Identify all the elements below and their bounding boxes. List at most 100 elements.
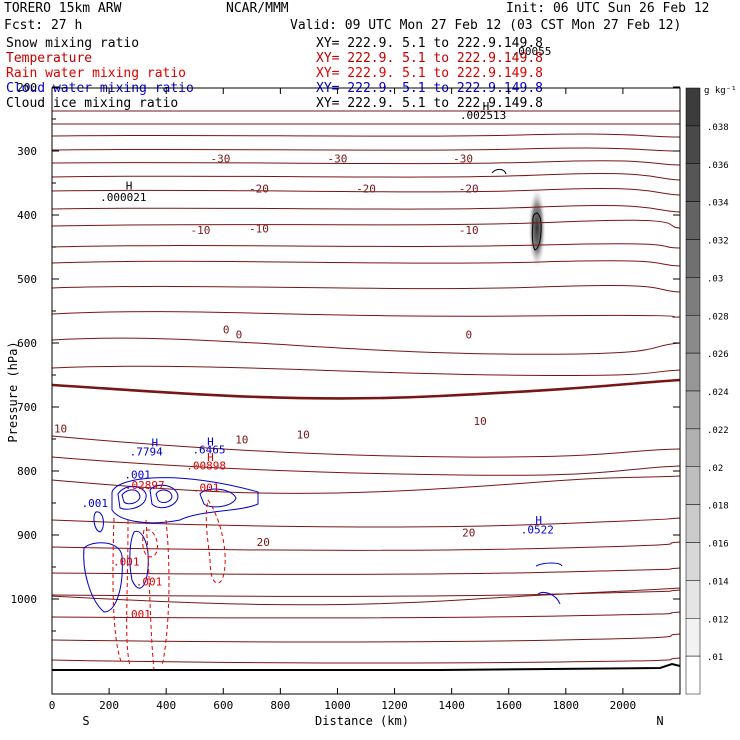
org-label: NCAR/MMM	[226, 1, 289, 16]
colorbar-tick-label-7: .024	[707, 388, 729, 398]
cloud-water-contour-5	[199, 488, 237, 508]
field-cloud-ice-xy: XY= 222.9. 5.1 to 222.9.149.8	[316, 96, 543, 111]
isotherm-13	[51, 337, 681, 355]
colorbar-tick-label-5: .028	[707, 312, 729, 322]
isotherm-2	[51, 133, 681, 138]
cloud-water-contour-10	[537, 591, 561, 605]
temperature-label-13: 10	[235, 433, 248, 446]
x-tick-label-9: 1800	[553, 699, 580, 712]
colorbar-swatch-0	[685, 87, 701, 127]
extrema-label-12: .001	[124, 469, 151, 482]
colorbar-tick-label-13: .012	[707, 615, 729, 625]
field-temperature-label: Temperature	[6, 51, 93, 66]
cloud-water-contour-6	[93, 511, 104, 533]
isotherm-14	[51, 365, 681, 376]
cloud-water-contour-9	[535, 562, 563, 567]
colorbar-tick-label-10: .018	[707, 502, 729, 512]
ground-line	[52, 662, 681, 671]
isotherm-22	[51, 633, 681, 643]
temperature-label-16: 20	[257, 536, 270, 549]
isotherm-21	[51, 611, 681, 619]
temperature-label-15: 10	[474, 415, 487, 428]
extrema-label-14: .001	[193, 481, 220, 494]
contour-layer	[51, 110, 681, 671]
temperature-label-11: 0	[465, 329, 472, 342]
colorbar-swatch-10	[685, 466, 701, 505]
header: TORERO 15km ARW NCAR/MMM Init: 06 UTC Su…	[0, 0, 740, 120]
isotherm-11	[51, 285, 681, 293]
cloud-water-contour-4	[155, 489, 173, 504]
colorbar-unit: g kg⁻¹	[704, 86, 737, 96]
model-title: TORERO 15km ARW	[4, 1, 122, 16]
isotherm-20	[51, 589, 681, 597]
isotherm-8	[51, 219, 681, 229]
colorbar-swatch-5	[685, 277, 701, 316]
colorbar-swatch-9	[685, 428, 701, 467]
rain-water-contour-1	[126, 519, 131, 667]
rain-water-contour-0	[112, 517, 123, 665]
extrema-label-11: .00898	[186, 460, 226, 473]
colorbar-tick-label-12: .014	[707, 577, 729, 587]
init-time: Init: 06 UTC Sun 26 Feb 12	[506, 1, 710, 16]
x-tick-label-7: 1400	[438, 699, 465, 712]
colorbar-swatch-7	[685, 352, 701, 392]
colorbar-swatch-2	[685, 163, 701, 202]
colorbar-swatch-6	[685, 315, 701, 354]
extrema-label-4: H	[126, 179, 133, 192]
extrema-label-19: H	[535, 514, 542, 527]
x-tick-label-10: 2000	[610, 699, 637, 712]
isotherm-10	[51, 475, 681, 494]
isotherm-4	[51, 160, 681, 166]
isotherm-17	[51, 517, 681, 528]
isotherm-3	[51, 147, 681, 152]
temperature-label-12: 10	[54, 423, 67, 436]
colorbar-tick-label-0: .038	[707, 123, 729, 133]
temperature-label-17: 20	[462, 526, 475, 539]
rain-water-contour-4	[205, 499, 226, 584]
x-tick-label-4: 800	[270, 699, 290, 712]
cloud-water-contour-0	[111, 477, 259, 524]
field-cloud-ice-label: Cloud ice mixing ratio	[6, 96, 179, 111]
north-end-label: N	[656, 714, 663, 728]
rain-water-contour-2	[145, 519, 155, 671]
colorbar-tick-label-9: .02	[707, 464, 723, 474]
y-tick-label-8: 1000	[11, 593, 38, 606]
isotherm-18	[51, 541, 681, 551]
temperature-label-4: -20	[356, 183, 376, 196]
colorbar-tick-label-14: .01	[707, 653, 723, 663]
x-tick-label-2: 400	[156, 699, 176, 712]
x-axis-label: Distance (km)	[315, 714, 409, 728]
cloud-water-contour-2	[121, 489, 141, 505]
isotherm-12	[51, 311, 681, 318]
y-tick-label-3: 500	[17, 273, 37, 286]
isotherm-19	[51, 567, 681, 575]
cloud-water-contour-7	[83, 542, 123, 613]
colorbar-swatch-11	[685, 504, 701, 543]
y-tick-label-5: 700	[17, 401, 37, 414]
isotherm-16	[51, 456, 681, 476]
extrema-label-8: H	[207, 435, 214, 448]
y-axis-label: Pressure (hPa)	[6, 341, 20, 442]
extrema-label-18: .001	[124, 608, 151, 621]
isotherm-9	[51, 243, 681, 249]
colorbar-tick-label-4: .03	[707, 274, 723, 284]
y-tick-label-4: 600	[17, 337, 37, 350]
colorbar: .038 .036 .034 .032 .03 .028 .026 .024 .022 .02 .0…	[685, 87, 729, 695]
cloud-water-contour-1	[117, 486, 147, 510]
isotherm-20	[51, 587, 681, 606]
colorbar-tick-label-1: .036	[707, 161, 729, 171]
isotherm-zero	[51, 378, 681, 400]
rain-water-contour-3	[161, 519, 170, 667]
colorbar-tick-label-2: .034	[707, 199, 729, 209]
extrema-label-20: .0522	[521, 524, 554, 537]
temperature-label-9: 0	[223, 323, 230, 336]
field-rain-xy: XY= 222.9. 5.1 to 222.9.149.8	[316, 66, 543, 81]
extrema-label-10: H	[207, 451, 214, 464]
extrema-label-5: .000021	[100, 191, 146, 204]
extrema-label-9: .6465	[192, 444, 225, 457]
temperature-label-8: -10	[459, 224, 479, 237]
isotherm-6	[51, 188, 681, 196]
y-tick-label-2: 400	[17, 209, 37, 222]
